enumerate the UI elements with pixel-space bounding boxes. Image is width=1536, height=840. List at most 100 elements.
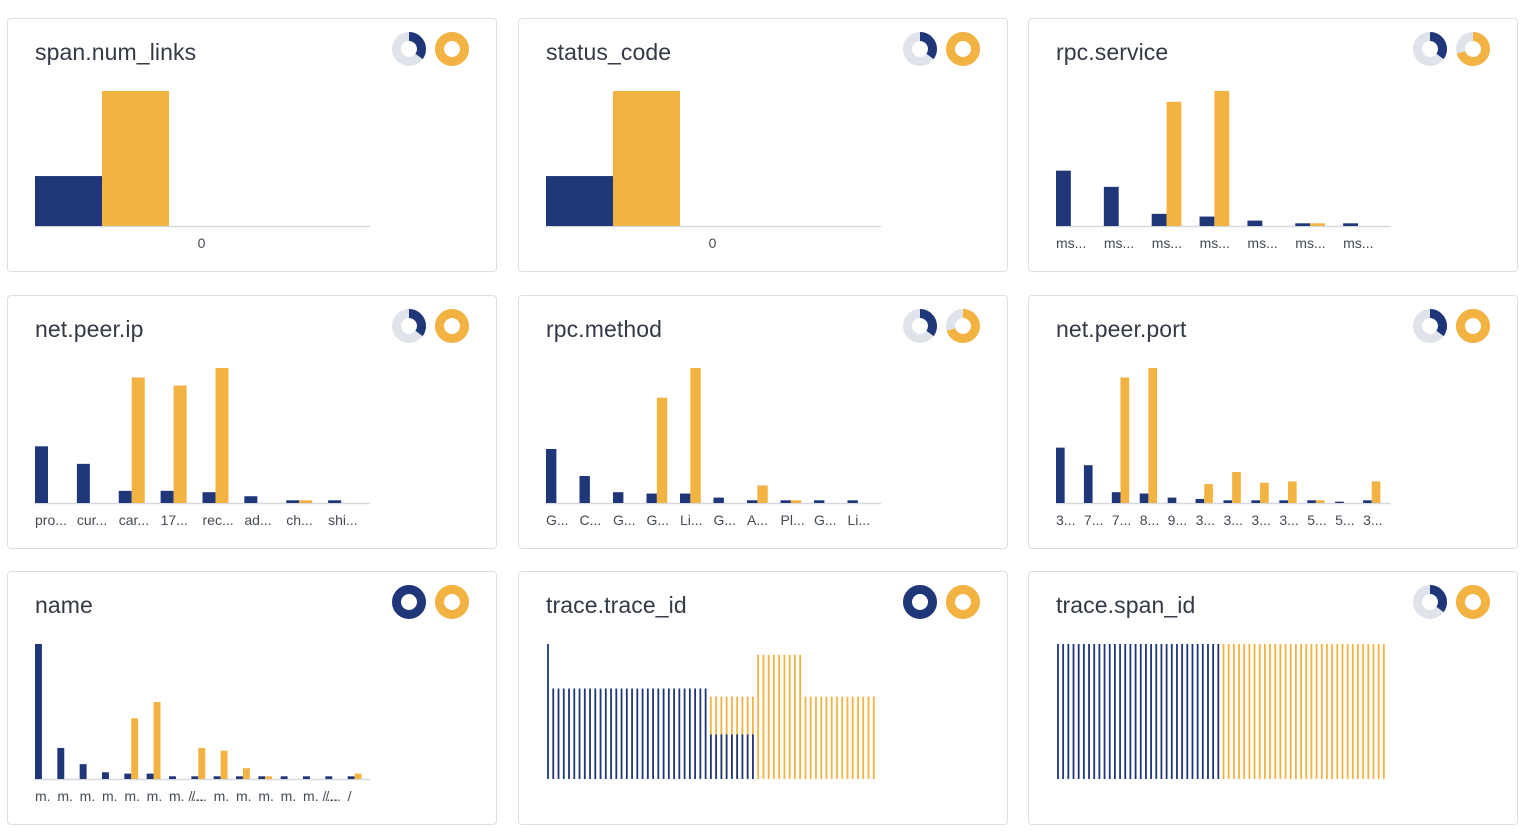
baseline-bar bbox=[1083, 465, 1093, 503]
x-tick-label: shi... bbox=[328, 512, 358, 528]
x-tick-label: m. bbox=[102, 788, 118, 804]
baseline-bar bbox=[202, 492, 216, 503]
x-tick-label: 8... bbox=[1140, 512, 1159, 528]
card-span-num-links[interactable]: span.num_links 0 bbox=[7, 18, 497, 272]
baseline-bar bbox=[1103, 186, 1119, 226]
x-tick-label: ms... bbox=[1343, 235, 1373, 251]
x-tick-label: 3... bbox=[1056, 512, 1075, 528]
selection-bar bbox=[1166, 101, 1182, 226]
x-tick-label: Pl... bbox=[781, 512, 805, 528]
donut-arc bbox=[1456, 585, 1490, 619]
selection-donut-icon bbox=[946, 32, 980, 66]
selection-bar bbox=[790, 500, 802, 503]
x-tick-label: G... bbox=[714, 512, 737, 528]
card-trace-trace-id[interactable]: trace.trace_id bbox=[518, 571, 1008, 825]
card-trace-span-id[interactable]: trace.span_id bbox=[1028, 571, 1518, 825]
baseline-bar bbox=[1363, 500, 1372, 503]
baseline-bar bbox=[280, 776, 288, 779]
x-tick-label: m. bbox=[124, 788, 140, 804]
baseline-bar bbox=[244, 496, 258, 503]
baseline-bar bbox=[35, 644, 42, 779]
x-tick-label: pro... bbox=[35, 512, 67, 528]
x-tick-label: Li... bbox=[680, 512, 703, 528]
card-title: rpc.method bbox=[546, 316, 663, 342]
donut-arc bbox=[435, 32, 469, 66]
baseline-bar bbox=[79, 764, 87, 779]
card-title: status_code bbox=[546, 39, 672, 65]
card-rpc-method[interactable]: rpc.method G... C... G... G... Li... G... A...… bbox=[518, 295, 1008, 549]
x-tick-label: cur... bbox=[77, 512, 107, 528]
x-tick-label: 3... bbox=[1251, 512, 1270, 528]
donut-arc bbox=[1456, 309, 1490, 343]
x-tick-label: ms... bbox=[1056, 235, 1086, 251]
baseline-bar bbox=[747, 500, 758, 503]
baseline-bar bbox=[191, 776, 199, 779]
selection-bar bbox=[1371, 481, 1381, 503]
selection-donut-icon bbox=[946, 309, 980, 343]
selection-bar bbox=[690, 368, 701, 503]
donut-arc bbox=[392, 309, 426, 343]
x-tick-label: m. bbox=[147, 788, 163, 804]
selection-donut-icon bbox=[1456, 585, 1490, 619]
card-net-peer-port[interactable]: net.peer.port 3... 7... 7... 8... 9... 3... 3.… bbox=[1028, 295, 1518, 549]
card-title: trace.trace_id bbox=[546, 592, 687, 618]
baseline-bar bbox=[1307, 500, 1316, 503]
x-tick-label: C... bbox=[580, 512, 602, 528]
baseline-donut-icon bbox=[903, 585, 937, 619]
baseline-donut-icon bbox=[392, 309, 426, 343]
selection-bar bbox=[131, 718, 139, 779]
donut-arc bbox=[1413, 309, 1447, 343]
selection-bar bbox=[1232, 471, 1241, 503]
baseline-bar bbox=[1195, 498, 1205, 503]
baseline-bar bbox=[258, 776, 266, 779]
baseline-bar bbox=[57, 747, 65, 779]
baseline-bar bbox=[1343, 223, 1358, 226]
selection-donut-icon bbox=[435, 309, 469, 343]
selection-donut-icon bbox=[1456, 32, 1490, 66]
chart-plot: 3... 7... 7... 8... 9... 3... 3... 3... 3... 5...… bbox=[1056, 368, 1391, 528]
baseline-bar bbox=[579, 476, 590, 503]
x-tick-label: / bbox=[348, 788, 352, 804]
baseline-bar bbox=[347, 776, 355, 779]
card-name[interactable]: name m. m. m. m. m. m. m. /.../... m. m. m. m. m. /… bbox=[7, 571, 497, 825]
chart-plot: pro... cur... car... 17... rec... ad... ch... s… bbox=[35, 368, 370, 528]
selection-bar bbox=[220, 750, 228, 779]
x-tick-label: m. bbox=[57, 788, 73, 804]
x-tick-label: m. bbox=[214, 788, 230, 804]
selection-bar bbox=[1310, 223, 1325, 226]
card-title: net.peer.port bbox=[1056, 316, 1187, 342]
baseline-bar bbox=[1056, 447, 1065, 503]
baseline-donut-icon bbox=[392, 32, 426, 66]
baseline-bar bbox=[1279, 500, 1288, 503]
baseline-bar bbox=[35, 446, 48, 503]
selection-bar bbox=[265, 776, 273, 779]
chart-plot bbox=[1057, 644, 1385, 779]
baseline-bar bbox=[1111, 492, 1121, 503]
chart-plot: 0 bbox=[546, 91, 881, 251]
baseline-bar bbox=[1247, 220, 1263, 226]
donut-arc bbox=[903, 309, 937, 343]
x-tick-label: G... bbox=[546, 512, 569, 528]
baseline-bar bbox=[546, 176, 613, 226]
x-tick-label: G... bbox=[613, 512, 636, 528]
selection-bar bbox=[757, 485, 768, 503]
x-tick-label: 0 bbox=[198, 235, 206, 251]
card-net-peer-ip[interactable]: net.peer.ip pro... cur... car... 17... rec..… bbox=[7, 295, 497, 549]
baseline-bar bbox=[328, 500, 342, 503]
donut-arc bbox=[435, 309, 469, 343]
x-tick-label: 0 bbox=[709, 235, 717, 251]
selection-bar bbox=[131, 377, 145, 503]
x-tick-label: m. bbox=[80, 788, 96, 804]
x-tick-label: 17... bbox=[161, 512, 188, 528]
x-tick-label: ch... bbox=[286, 512, 312, 528]
baseline-bar bbox=[613, 492, 624, 503]
baseline-bar bbox=[213, 776, 221, 779]
x-tick-label: 7... bbox=[1112, 512, 1131, 528]
baseline-bar bbox=[847, 500, 858, 503]
x-tick-label: 3... bbox=[1279, 512, 1298, 528]
chart-plot bbox=[547, 644, 875, 779]
baseline-bar bbox=[286, 500, 300, 503]
card-status-code[interactable]: status_code 0 bbox=[518, 18, 1008, 272]
donut-arc bbox=[946, 585, 980, 619]
card-rpc-service[interactable]: rpc.service ms... ms... ms... ms... ms... ms.… bbox=[1028, 18, 1518, 272]
